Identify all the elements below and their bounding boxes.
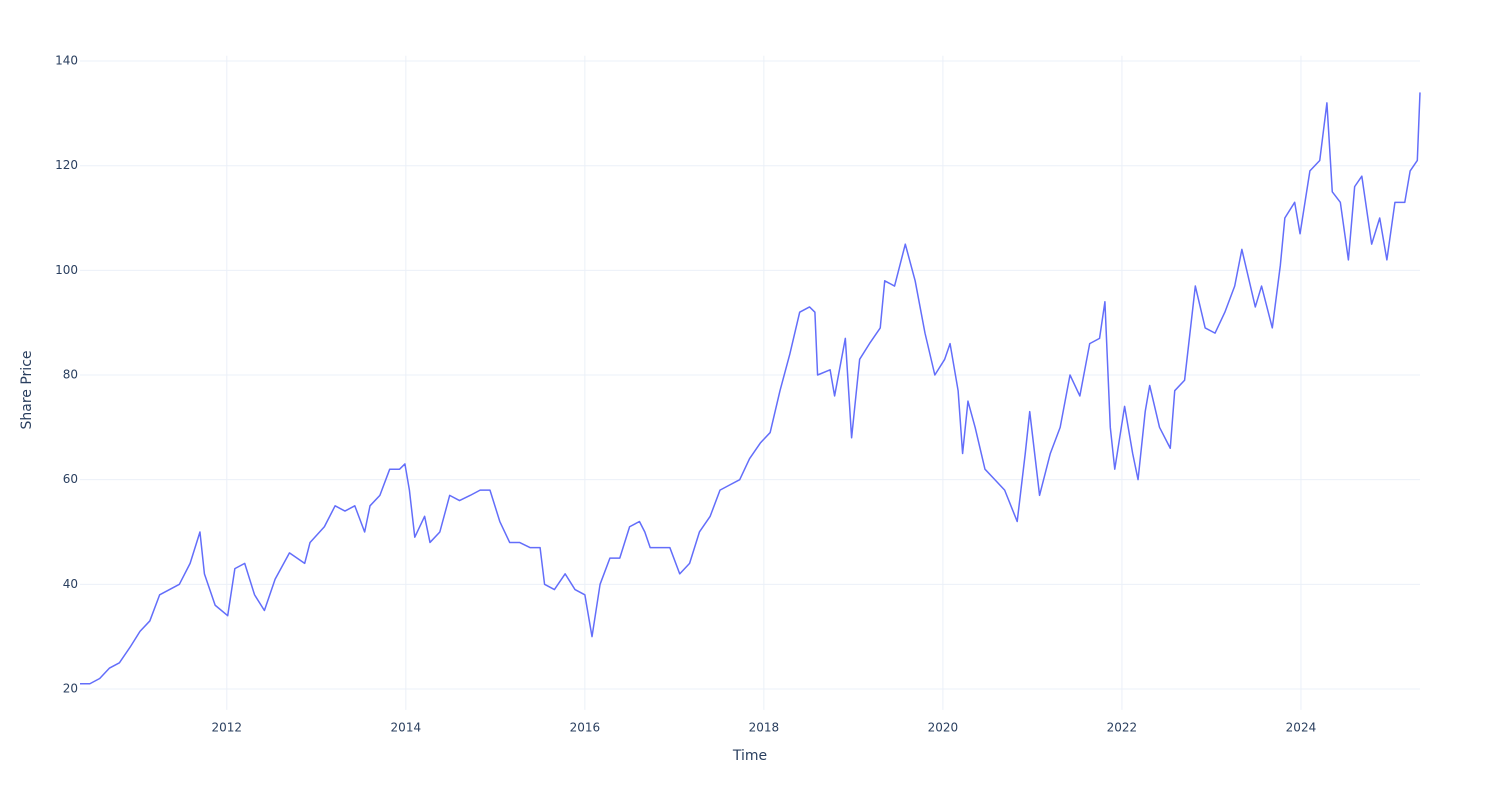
y-tick-label: 40 xyxy=(63,577,78,591)
x-tick-label: 2012 xyxy=(212,721,243,735)
y-tick-label: 140 xyxy=(55,54,78,68)
x-tick-label: 2014 xyxy=(391,721,422,735)
y-axis-title: Share Price xyxy=(19,350,35,429)
y-tick-label: 100 xyxy=(55,263,78,277)
x-tick-label: 2020 xyxy=(928,721,959,735)
x-tick-label: 2016 xyxy=(570,721,601,735)
y-tick-label: 120 xyxy=(55,158,78,172)
x-tick-label: 2024 xyxy=(1286,721,1317,735)
x-tick-label: 2018 xyxy=(749,721,780,735)
x-tick-label: 2022 xyxy=(1107,721,1138,735)
y-tick-label: 20 xyxy=(63,681,78,695)
price-line xyxy=(80,92,1421,685)
x-axis-title: Time xyxy=(732,748,767,764)
y-tick-label: 60 xyxy=(63,472,78,486)
grid xyxy=(80,55,1420,710)
y-tick-label: 80 xyxy=(63,368,78,382)
